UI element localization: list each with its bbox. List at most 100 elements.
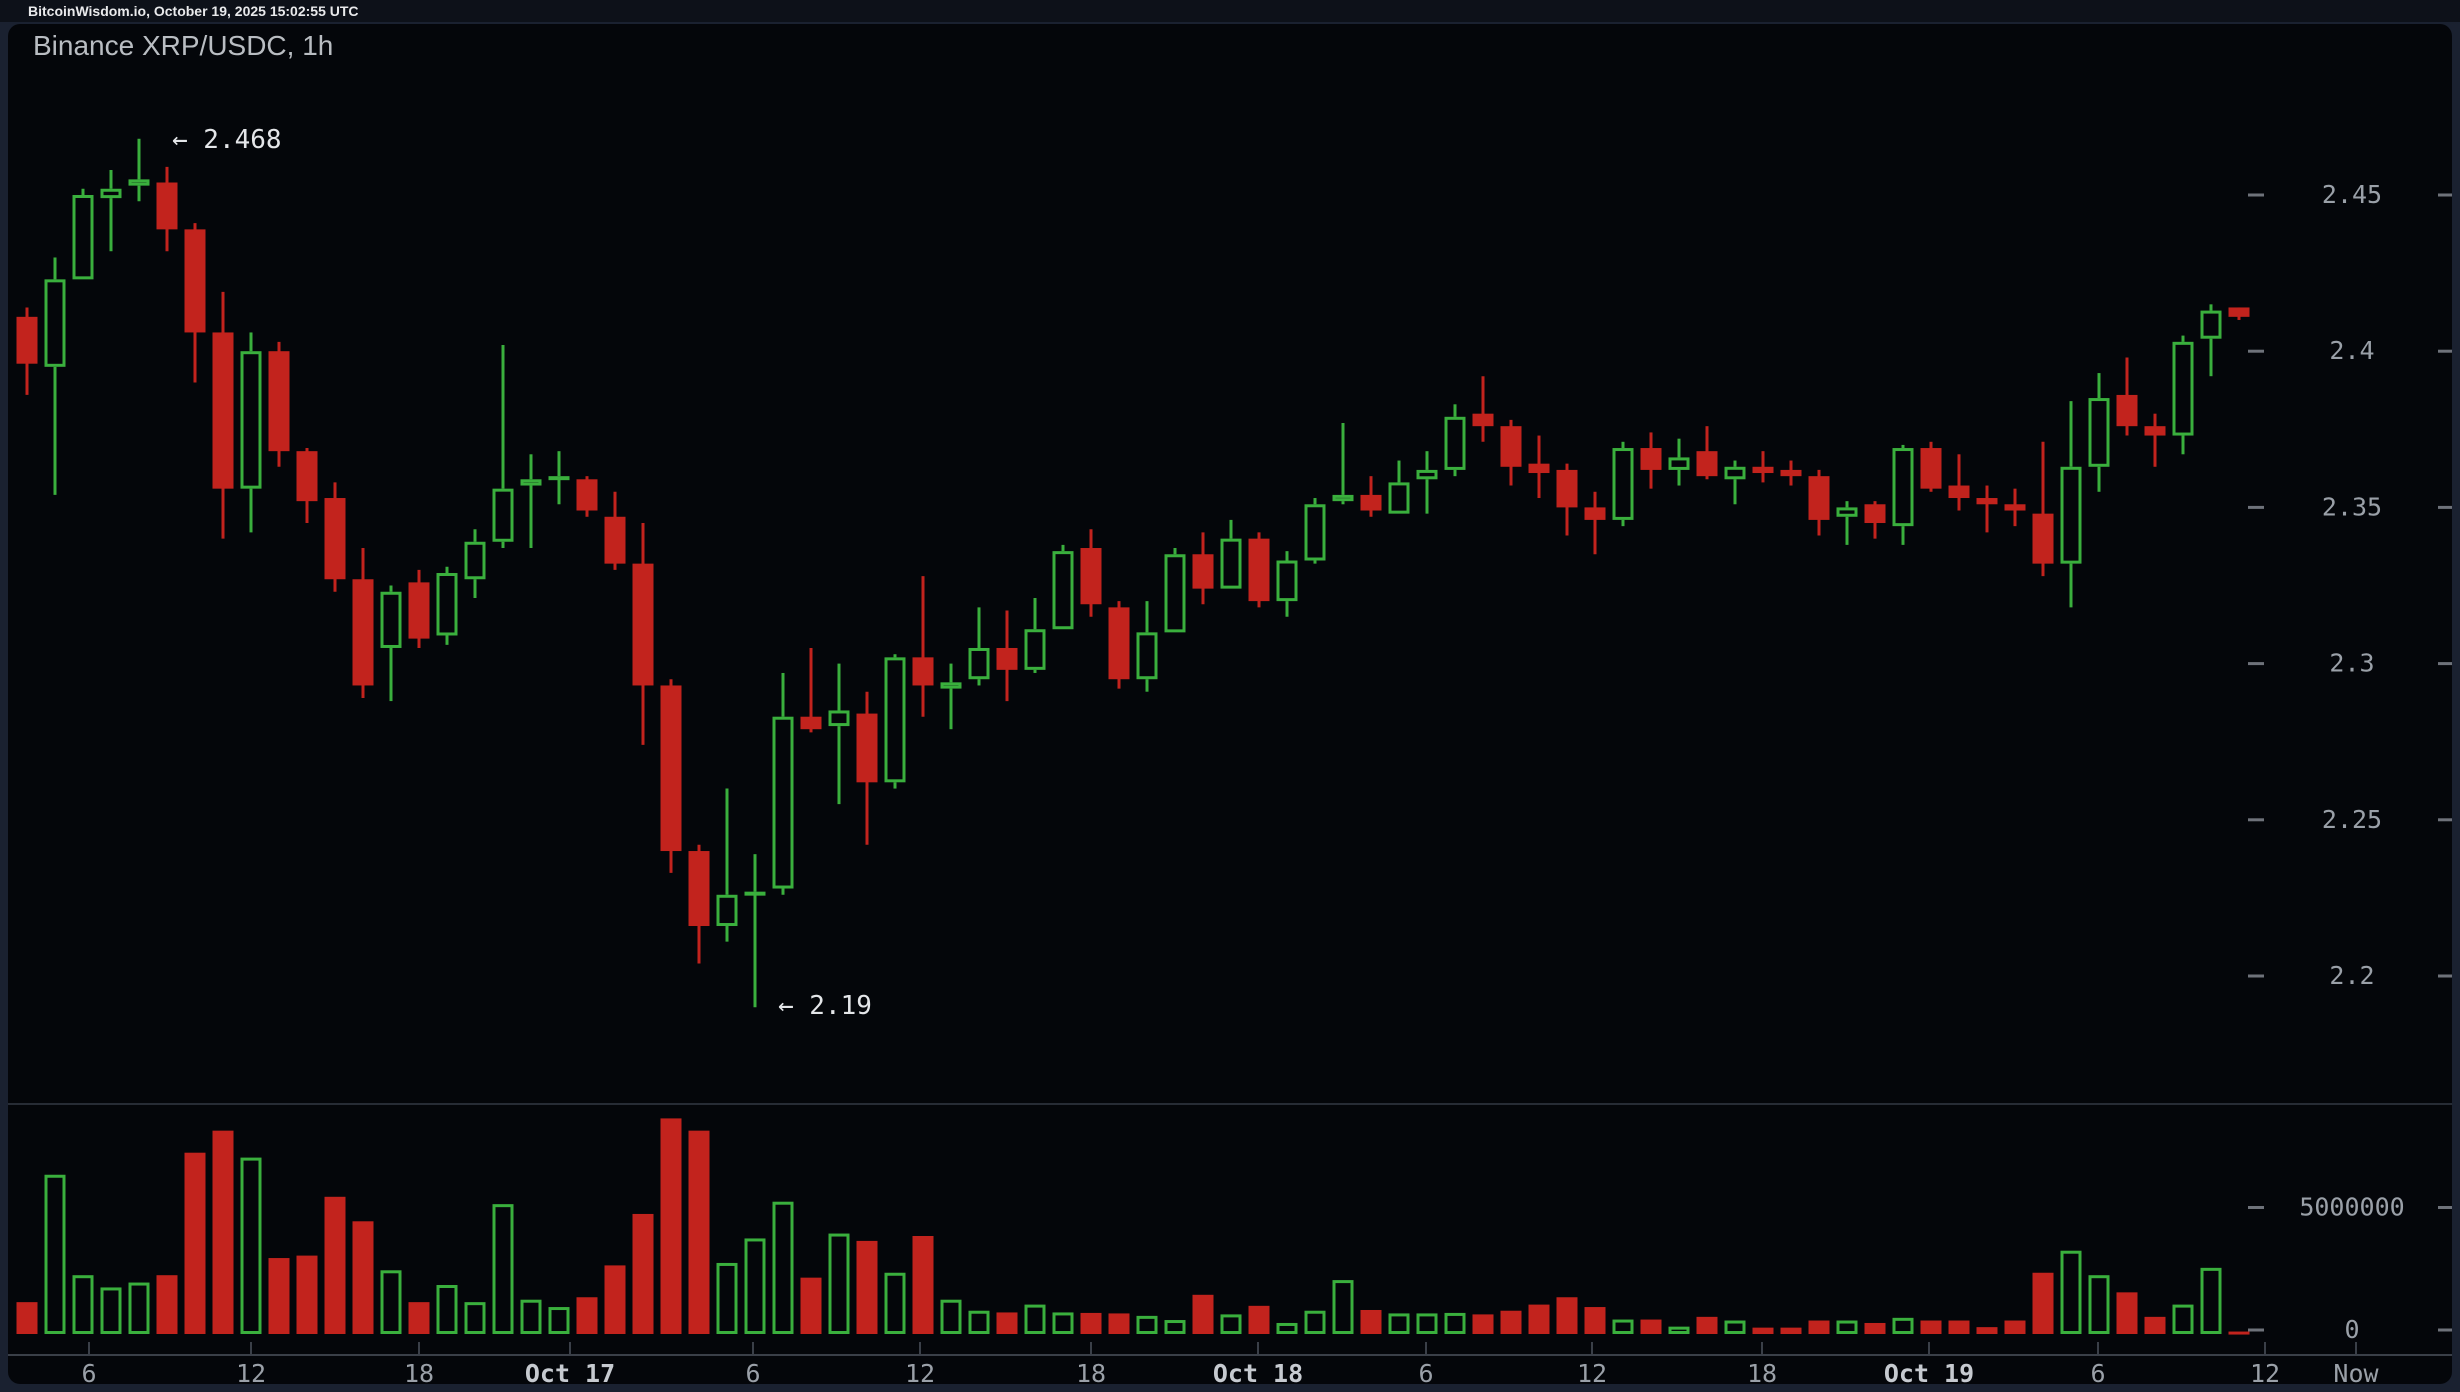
volume-bar — [2228, 1331, 2250, 1335]
volume-bar — [408, 1302, 430, 1334]
candle — [16, 307, 38, 395]
candle — [856, 691, 878, 845]
candle — [1948, 454, 1970, 511]
candle — [632, 523, 654, 745]
volume-bar — [1724, 1320, 1746, 1335]
candle — [1892, 444, 1914, 545]
candle — [1136, 601, 1158, 692]
volume-bar — [492, 1204, 514, 1335]
candle — [1864, 501, 1886, 539]
candle — [1080, 529, 1102, 617]
price-tick-label: 2.45 — [2322, 180, 2382, 209]
candle — [1388, 460, 1410, 514]
time-tick-label: Oct 18 — [1213, 1359, 1303, 1384]
volume-bar — [968, 1310, 990, 1334]
time-tick-label: Now — [2333, 1359, 2379, 1384]
volume-bar — [772, 1201, 794, 1334]
volume-bar — [660, 1118, 682, 1334]
price-annotation: ← 2.468 — [172, 125, 282, 155]
candle — [1444, 404, 1466, 477]
candle — [2060, 401, 2082, 608]
candle — [352, 548, 374, 698]
volume-bar — [1108, 1313, 1130, 1334]
candle — [1612, 441, 1634, 527]
volume-bar — [2200, 1267, 2222, 1334]
time-tick-label: 18 — [1076, 1359, 1106, 1384]
volume-bar — [800, 1277, 822, 1334]
volume-tick-label: 0 — [2344, 1315, 2359, 1344]
candle — [268, 341, 290, 467]
volume-bar — [744, 1238, 766, 1334]
volume-bar — [72, 1275, 94, 1334]
volume-bar — [436, 1285, 458, 1334]
chart-panel: 2.45 2.4 2.35 2.3 2.25 2.2 5000000 0 6 12 18 Oct 17… — [8, 24, 2452, 1384]
candle — [996, 610, 1018, 702]
volume-bar — [1808, 1320, 1830, 1334]
candle — [2088, 373, 2110, 492]
volume-bar — [716, 1262, 738, 1334]
candle — [128, 138, 150, 202]
volume-bar — [2004, 1320, 2026, 1334]
volume-bar — [1892, 1317, 1914, 1334]
volume-bar — [1948, 1320, 1970, 1334]
time-tick-label: 12 — [905, 1359, 935, 1384]
time-tick-label: 6 — [745, 1359, 760, 1384]
candle — [44, 257, 66, 495]
candle — [100, 170, 122, 252]
time-tick-label: 18 — [404, 1359, 434, 1384]
candle — [408, 569, 430, 648]
volume-bar — [1052, 1312, 1074, 1334]
candle — [688, 844, 710, 964]
volume-bar — [1024, 1304, 1046, 1334]
volume-bar — [1696, 1316, 1718, 1334]
volume-bar — [212, 1130, 234, 1334]
candle — [968, 607, 990, 686]
candle — [1192, 532, 1214, 605]
candle — [1248, 532, 1270, 608]
candle — [604, 491, 626, 570]
volume-bar — [884, 1272, 906, 1334]
candle — [212, 291, 234, 539]
candle — [1584, 491, 1606, 555]
candle — [184, 223, 206, 383]
volume-bar — [1248, 1305, 1270, 1334]
volume-bar — [1192, 1294, 1214, 1334]
volume-bar — [1276, 1322, 1298, 1334]
price-tick-label: 2.25 — [2322, 805, 2382, 834]
site-header-title: BitcoinWisdom.io, October 19, 2025 15:02… — [28, 3, 359, 19]
candle — [436, 566, 458, 645]
candle — [1836, 501, 1858, 545]
candle — [548, 451, 570, 505]
candle — [800, 647, 822, 733]
time-tick-label: Oct 17 — [525, 1359, 615, 1384]
candle — [156, 166, 178, 252]
volume-bar — [2032, 1272, 2054, 1334]
volume-bar — [100, 1287, 122, 1334]
chart-canvas[interactable]: 2.45 2.4 2.35 2.3 2.25 2.2 5000000 0 6 12 18 Oct 17… — [8, 24, 2452, 1384]
candle — [1976, 485, 1998, 533]
candle — [772, 672, 794, 895]
volume-bar — [1164, 1320, 1186, 1335]
volume-bar — [1836, 1320, 1858, 1335]
candle — [1500, 419, 1522, 486]
volume-bar — [1388, 1313, 1410, 1335]
candle — [1220, 519, 1242, 589]
volume-bar — [324, 1196, 346, 1334]
volume-bar — [1780, 1327, 1802, 1334]
candle — [912, 576, 934, 717]
volume-bar — [128, 1282, 150, 1335]
volume-bar — [632, 1213, 654, 1334]
volume-bar — [1136, 1315, 1158, 1334]
volume-bar — [1668, 1326, 1690, 1335]
candle — [1024, 597, 1046, 673]
candle — [2032, 441, 2054, 577]
volume-bar — [1360, 1309, 1382, 1334]
price-tick-label: 2.35 — [2322, 492, 2382, 521]
volume-bar — [464, 1302, 486, 1335]
candle — [492, 344, 514, 549]
volume-bar — [1976, 1327, 1998, 1334]
volume-bar — [1332, 1280, 1354, 1334]
price-tick-label: 2.4 — [2329, 336, 2374, 365]
candle — [1304, 498, 1326, 564]
